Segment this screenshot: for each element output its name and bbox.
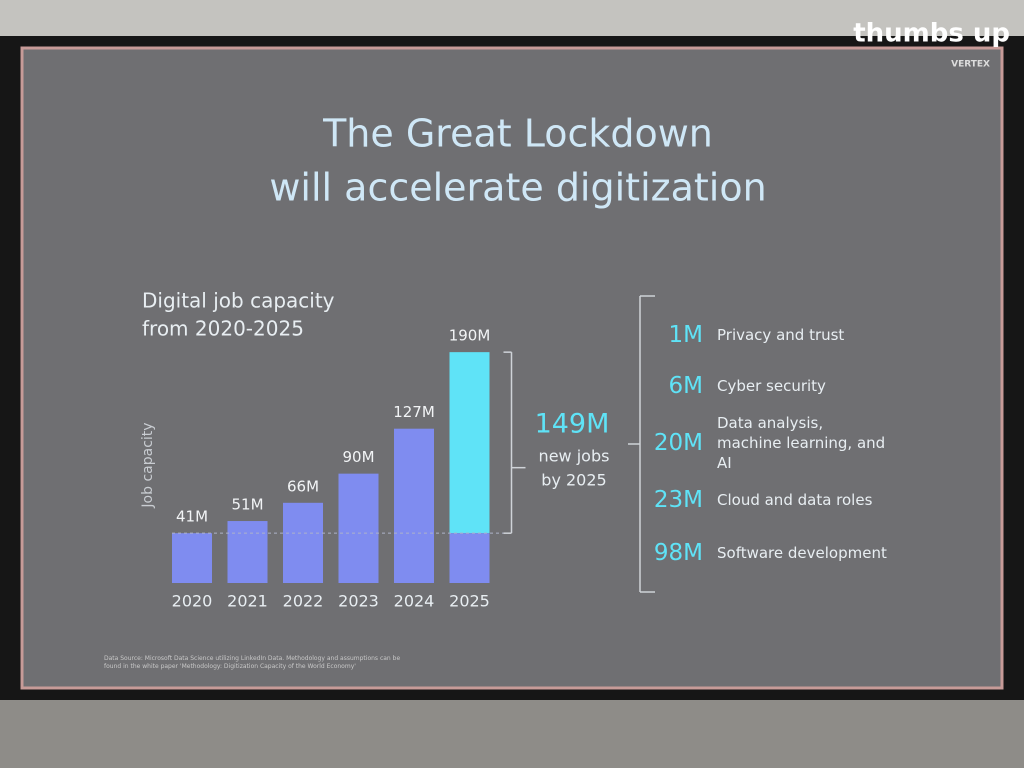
bar [227,521,268,583]
breakdown-item: 23M Cloud and data roles [640,480,940,520]
bar [394,428,434,583]
value-label: 41M [176,508,208,526]
breakdown-item: 98M Software development [640,533,940,573]
bar-base [449,533,490,583]
value-label: 90M [342,448,374,466]
title-line: will accelerate digitization [269,166,766,210]
x-tick-label: 2022 [283,592,324,611]
bar [172,533,212,583]
breakdown-text: Data analysis, machine learning, and AI [717,414,886,472]
breakdown-text: Software development [717,544,887,562]
breakdown-value: 20M [653,430,703,456]
floor [0,700,1024,768]
breakdown-text: Cloud and data roles [717,491,873,509]
bar-highlight [449,352,490,534]
bar [283,502,323,583]
breakdown-value: 1M [668,322,703,348]
annotation-text: new jobs [539,447,610,466]
breakdown-item: 6M Cyber security [640,366,940,406]
breakdown-item: 1M Privacy and trust [640,315,940,355]
x-tick-label: 2025 [449,592,490,611]
source: Data Source: Microsoft Data Science util… [104,655,401,670]
brand: VERTEX [951,60,990,70]
x-tick-label: 2020 [172,592,213,611]
value-label: 51M [231,496,263,514]
x-tick-label: 2024 [394,592,435,611]
subtitle-line: from 2020-2025 [142,317,304,341]
bar [338,473,379,583]
breakdown-text: Cyber security [717,377,826,395]
value-label: 127M [393,403,435,421]
breakdown-text: Privacy and trust [717,326,845,344]
y-axis-label: Job capacity [140,422,156,508]
breakdown-value: 98M [653,540,703,566]
title-line: The Great Lockdown [322,112,713,156]
breakdown-item: 20M Data analysis, machine learning, and … [640,414,940,472]
annotation-text: by 2025 [541,471,606,490]
value-label: 190M [449,327,491,345]
watermark: thumbs up [853,19,1010,49]
annotation-value: 149M [535,409,610,440]
x-tick-label: 2021 [227,592,268,611]
breakdown-value: 23M [653,487,703,513]
x-tick-label: 2023 [338,592,379,611]
breakdown-value: 6M [668,373,703,399]
subtitle-line: Digital job capacity [142,289,335,313]
value-label: 66M [287,477,319,495]
